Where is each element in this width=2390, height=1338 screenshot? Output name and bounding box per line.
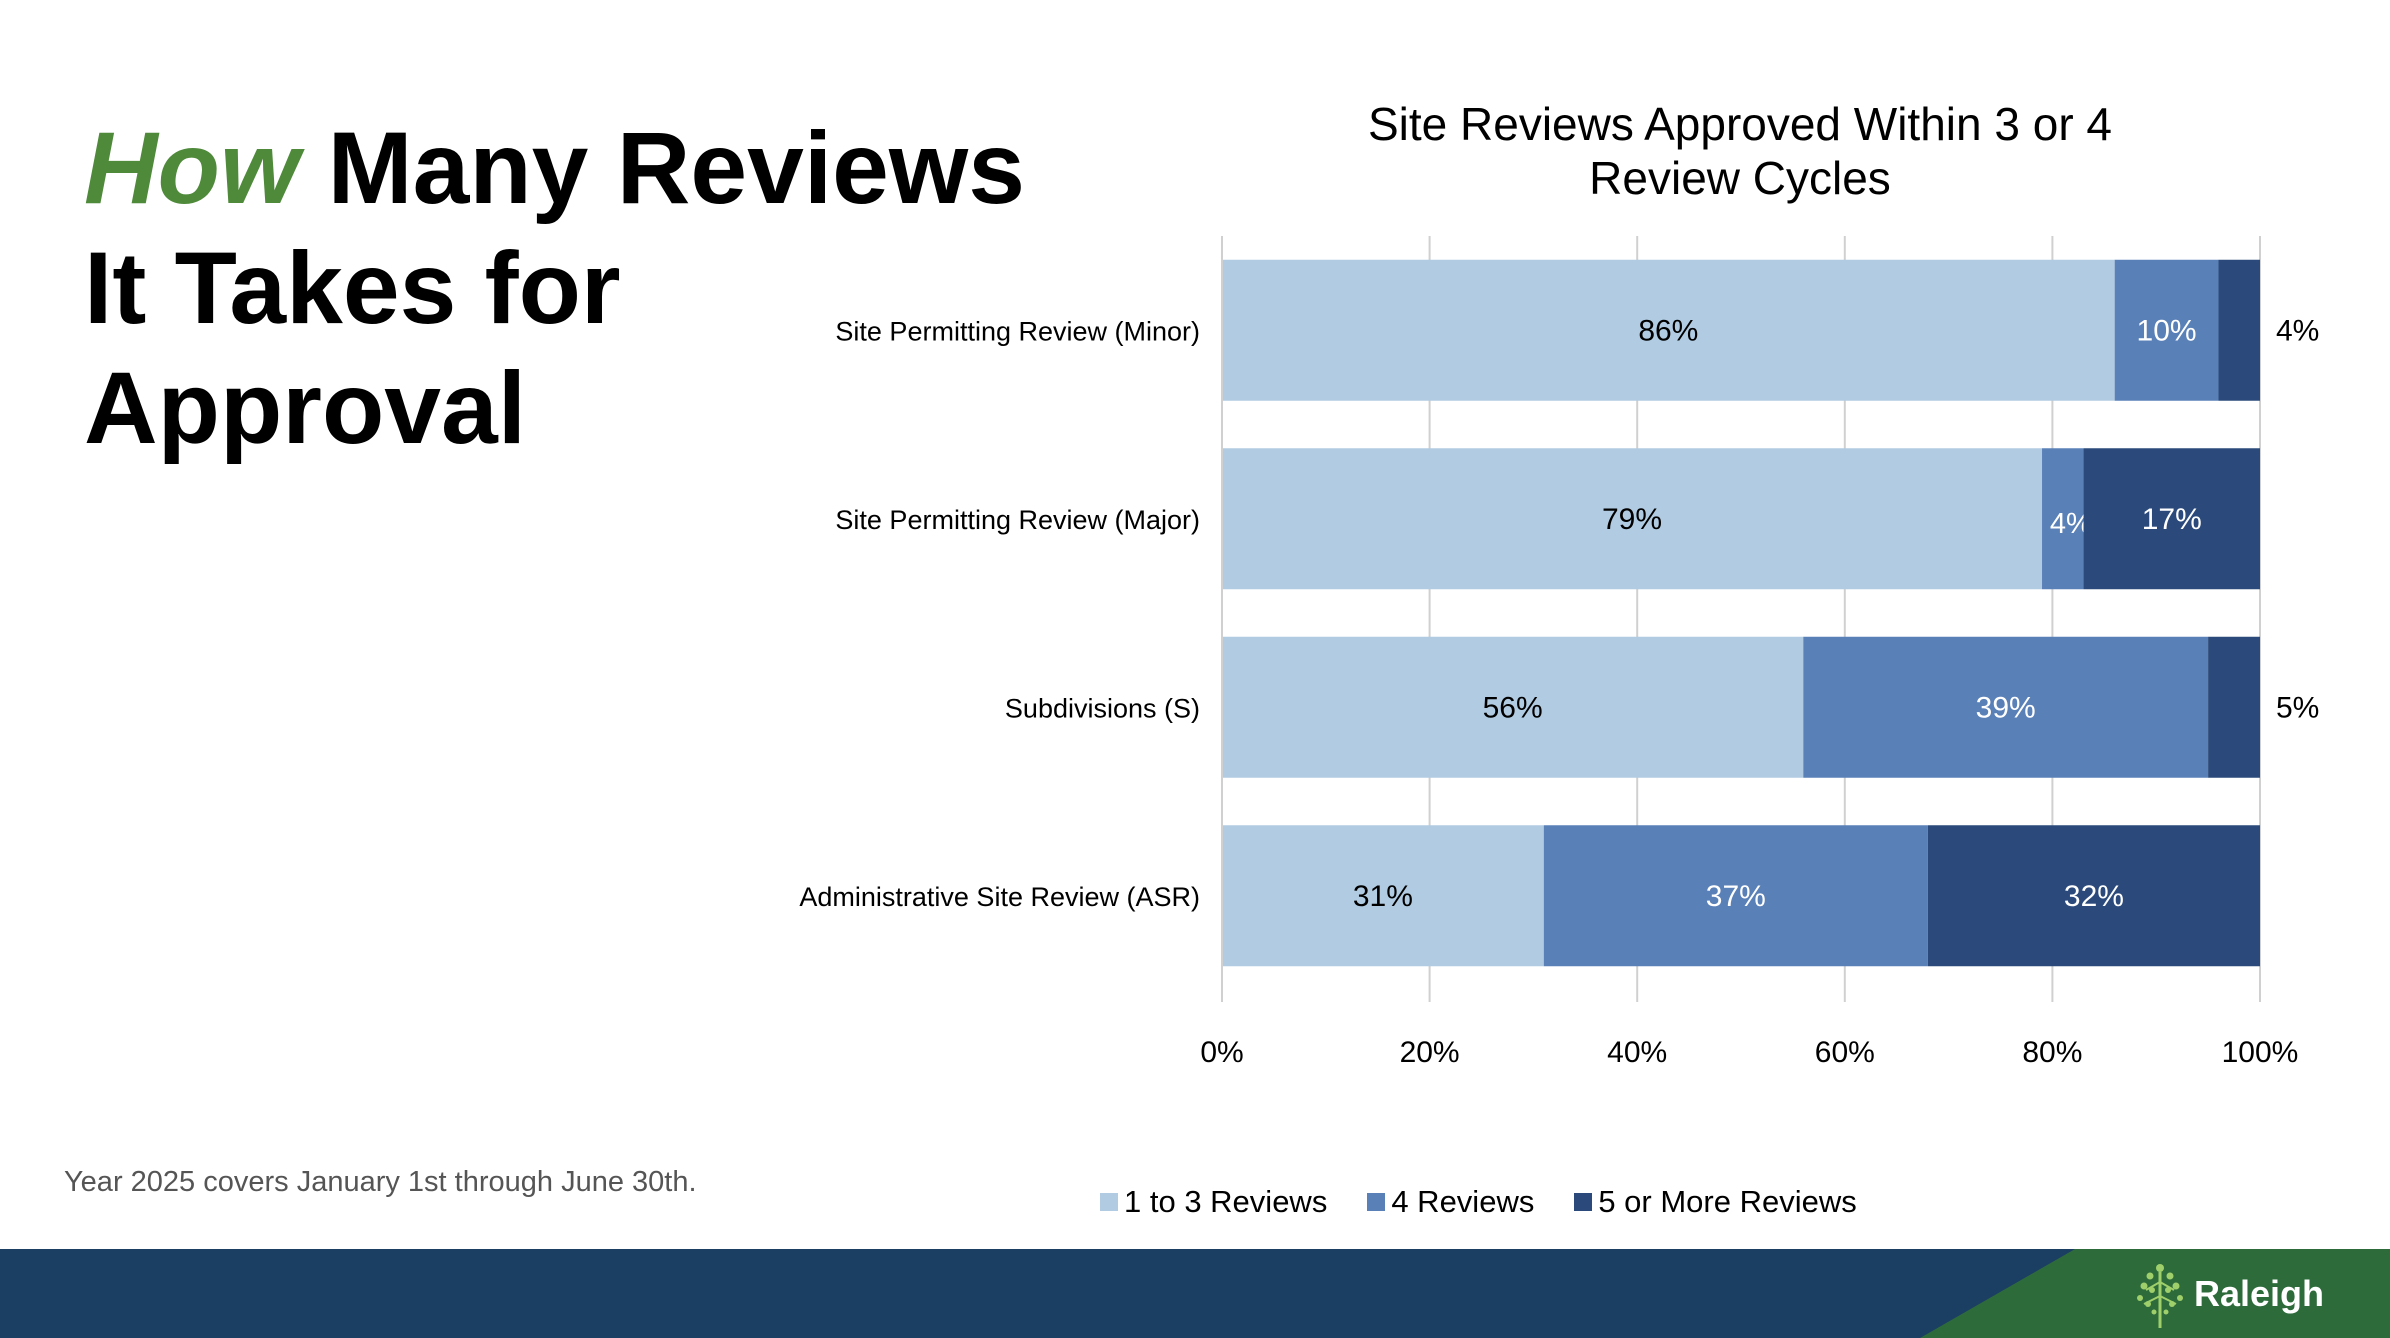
headline-line-1: How Many Reviews xyxy=(84,108,1084,228)
bar-segment xyxy=(2042,448,2084,590)
legend-swatch xyxy=(1574,1193,1593,1211)
bar-segment xyxy=(1222,448,2043,590)
data-label: 4% xyxy=(2276,314,2319,347)
bar-segment xyxy=(2114,259,2219,401)
stacked-bar-chart: Site Reviews Approved Within 3 or 4Revie… xyxy=(799,98,2319,1069)
data-label: 32% xyxy=(2064,880,2124,913)
logo-text: Raleigh xyxy=(2194,1273,2325,1314)
page-title: How Many Reviews It Takes for Approval xyxy=(84,108,1084,468)
data-label: 79% xyxy=(1602,503,1662,536)
data-label: 31% xyxy=(1353,880,1413,913)
raleigh-logo: Raleigh xyxy=(2132,1256,2324,1332)
bar-segment xyxy=(1803,636,2209,778)
data-label: 56% xyxy=(1483,691,1543,724)
legend-item: 1 to 3 Reviews xyxy=(1100,1184,1327,1220)
data-label: 10% xyxy=(2137,314,2197,347)
data-label: 37% xyxy=(1706,880,1766,913)
bar-segment xyxy=(2218,259,2260,401)
tree-icon xyxy=(2137,1264,2183,1328)
headline-line-1-rest: Many Reviews xyxy=(299,111,1025,225)
bar-segment xyxy=(2083,448,2260,590)
legend-item: 4 Reviews xyxy=(1367,1184,1534,1220)
legend-label: 4 Reviews xyxy=(1391,1184,1535,1219)
headline-line-3: Approval xyxy=(84,351,527,465)
data-label: 17% xyxy=(2142,503,2202,536)
bar-segment xyxy=(1543,825,1928,967)
data-label: 86% xyxy=(1638,314,1698,347)
x-tick-label: 100% xyxy=(2222,1036,2299,1069)
legend-swatch xyxy=(1367,1193,1386,1211)
x-tick-label: 40% xyxy=(1607,1036,1667,1069)
footnote: Year 2025 covers January 1st through Jun… xyxy=(64,1166,697,1198)
bar-segment xyxy=(1222,636,1804,778)
x-tick-label: 0% xyxy=(1200,1036,1243,1069)
bar-segment xyxy=(1222,259,2115,401)
legend-label: 1 to 3 Reviews xyxy=(1124,1184,1328,1219)
headline-accent: How xyxy=(84,111,300,225)
chart-legend: 1 to 3 Reviews 4 Reviews 5 or More Reviews xyxy=(1100,1182,1857,1222)
category-label: Subdivisions (S) xyxy=(1005,693,1200,723)
headline-line-2: It Takes for xyxy=(84,231,621,345)
x-tick-label: 80% xyxy=(2022,1036,2082,1069)
x-tick-label: 20% xyxy=(1400,1036,1460,1069)
x-tick-label: 60% xyxy=(1815,1036,1875,1069)
category-label: Site Permitting Review (Minor) xyxy=(835,316,1200,346)
chart-title-line: Review Cycles xyxy=(1589,152,1891,204)
legend-label: 5 or More Reviews xyxy=(1598,1184,1857,1219)
data-label: 5% xyxy=(2276,691,2319,724)
chart-title-line: Site Reviews Approved Within 3 or 4 xyxy=(1368,98,2112,150)
legend-swatch xyxy=(1100,1193,1118,1211)
category-label: Administrative Site Review (ASR) xyxy=(799,882,1200,912)
bar-segment xyxy=(1927,825,2260,967)
bar-segment xyxy=(2208,636,2260,778)
category-label: Site Permitting Review (Major) xyxy=(835,505,1200,535)
bar-segment xyxy=(1222,825,1544,967)
data-label: 39% xyxy=(1976,691,2036,724)
legend-item: 5 or More Reviews xyxy=(1574,1184,1857,1220)
